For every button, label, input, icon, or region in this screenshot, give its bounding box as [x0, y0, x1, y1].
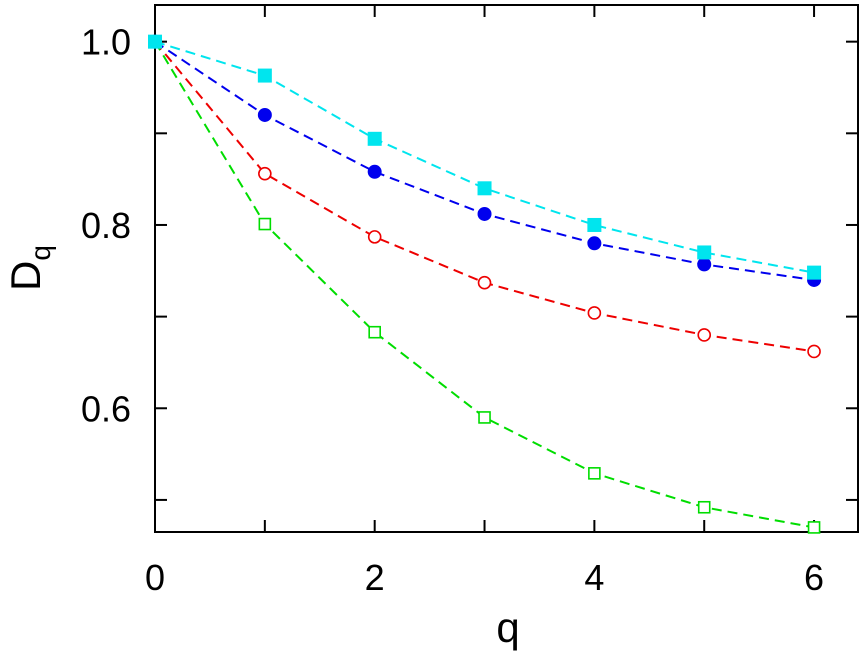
data-point: [807, 521, 821, 534]
data-point: [478, 411, 491, 424]
series-line: [154, 40, 815, 274]
y-tick-label: 0.8: [81, 205, 131, 246]
data-point: [367, 164, 382, 179]
data-point: [477, 206, 492, 221]
y-tick-label: 1.0: [81, 22, 131, 63]
series-line: [154, 40, 815, 281]
data-point: [148, 34, 162, 49]
series-open-circle: [148, 34, 821, 359]
data-point: [587, 217, 602, 232]
data-point: [807, 265, 822, 280]
data-point: [588, 467, 601, 480]
data-point: [697, 257, 712, 272]
data-point: [367, 131, 382, 146]
x-tick-label: 4: [584, 557, 604, 598]
data-point: [587, 306, 602, 320]
y-axis-label-main: D: [2, 261, 49, 291]
x-tick-label: 2: [365, 557, 385, 598]
plot-frame: [154, 4, 859, 533]
data-point: [587, 236, 602, 251]
data-point: [697, 328, 712, 342]
y-tick-label: 0.6: [81, 388, 131, 429]
x-axis-label: q: [496, 604, 519, 651]
y-axis-label-subscript: q: [25, 245, 56, 261]
data-point: [807, 344, 821, 359]
data-point: [697, 500, 711, 514]
data-point: [367, 230, 382, 244]
series-line: [154, 41, 815, 353]
axis-ticks: [154, 5, 858, 532]
x-tick-label: 0: [145, 557, 165, 598]
data-point: [257, 68, 272, 83]
series-filled-circle: [148, 34, 822, 287]
data-point: [477, 181, 492, 196]
y-axis-label: Dq: [2, 245, 56, 291]
data-point: [257, 107, 272, 122]
series-layer: [148, 34, 822, 534]
tick-labels: 0 2 4 6 0.6 0.8 1.0: [81, 22, 824, 598]
data-point: [368, 325, 381, 339]
data-point: [258, 217, 272, 231]
x-tick-label: 6: [804, 557, 824, 598]
series-filled-square: [148, 34, 822, 280]
data-point: [697, 245, 712, 260]
data-point: [477, 275, 492, 290]
data-point: [258, 166, 272, 181]
